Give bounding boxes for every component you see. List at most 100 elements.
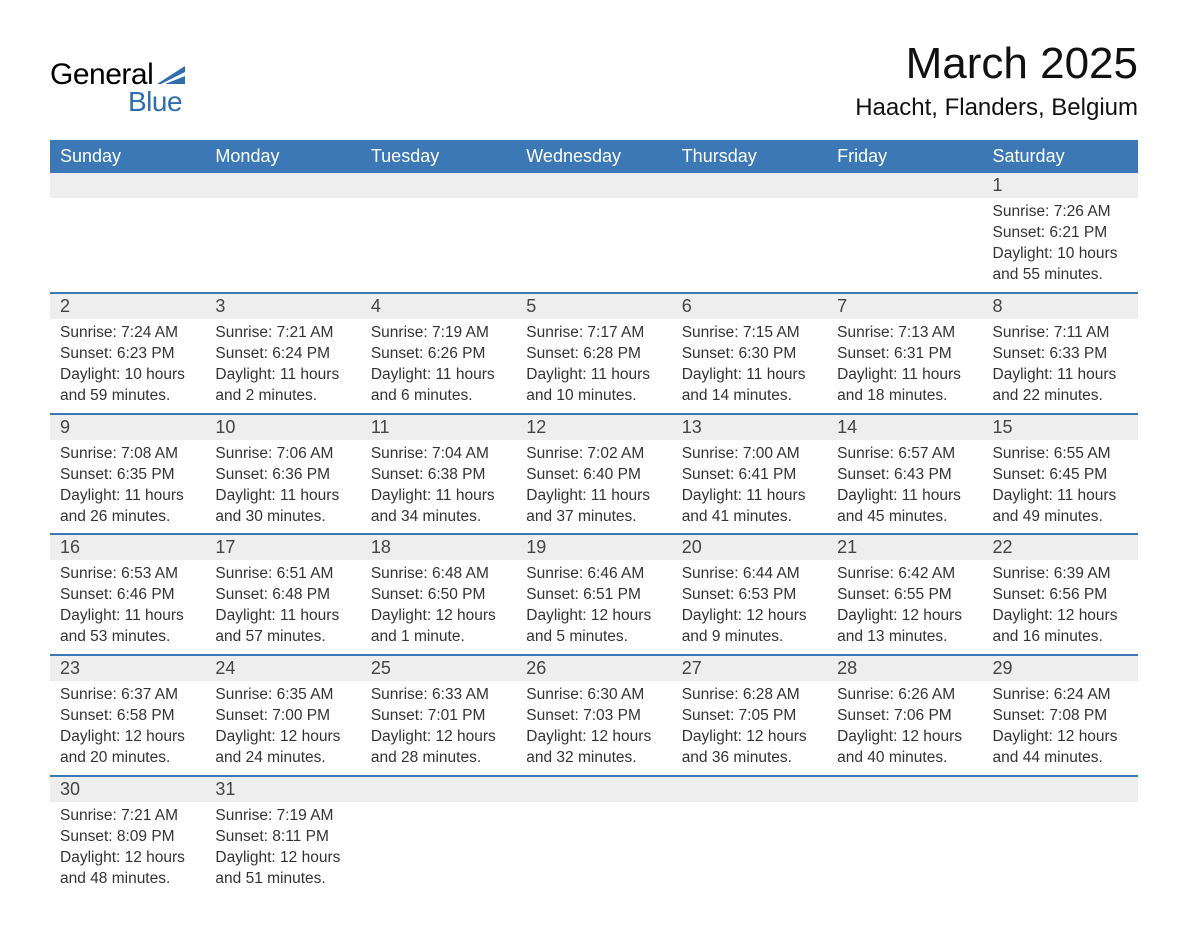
day-detail-cell: Sunrise: 7:02 AMSunset: 6:40 PMDaylight:…: [516, 440, 671, 535]
day-number-cell: 12: [516, 414, 671, 440]
day-detail-cell: [205, 198, 360, 293]
day-detail-cell: Sunrise: 6:57 AMSunset: 6:43 PMDaylight:…: [827, 440, 982, 535]
day-detail-cell: [361, 198, 516, 293]
daylight-line: Daylight: 10 hours and 59 minutes.: [60, 365, 195, 407]
daylight-line: Daylight: 12 hours and 13 minutes.: [837, 606, 972, 648]
daylight-line: Daylight: 12 hours and 51 minutes.: [215, 848, 350, 890]
day-detail-cell: Sunrise: 7:08 AMSunset: 6:35 PMDaylight:…: [50, 440, 205, 535]
sunset-line: Sunset: 6:21 PM: [993, 223, 1128, 244]
day-detail-cell: Sunrise: 7:06 AMSunset: 6:36 PMDaylight:…: [205, 440, 360, 535]
sunset-line: Sunset: 6:35 PM: [60, 465, 195, 486]
sunrise-line: Sunrise: 6:44 AM: [682, 564, 817, 585]
daylight-line: Daylight: 11 hours and 49 minutes.: [993, 486, 1128, 528]
sunrise-line: Sunrise: 7:00 AM: [682, 444, 817, 465]
location: Haacht, Flanders, Belgium: [855, 94, 1138, 122]
day-header: Sunday: [50, 140, 205, 173]
daylight-line: Daylight: 11 hours and 22 minutes.: [993, 365, 1128, 407]
day-detail-cell: [672, 802, 827, 896]
sunset-line: Sunset: 8:11 PM: [215, 827, 350, 848]
day-detail-cell: Sunrise: 7:26 AMSunset: 6:21 PMDaylight:…: [983, 198, 1138, 293]
day-number-cell: 6: [672, 293, 827, 319]
day-number-cell: [50, 173, 205, 198]
day-number-row: 2345678: [50, 293, 1138, 319]
day-detail-cell: Sunrise: 6:30 AMSunset: 7:03 PMDaylight:…: [516, 681, 671, 776]
sunset-line: Sunset: 6:38 PM: [371, 465, 506, 486]
sunrise-line: Sunrise: 7:02 AM: [526, 444, 661, 465]
daylight-line: Daylight: 12 hours and 28 minutes.: [371, 727, 506, 769]
sunset-line: Sunset: 6:30 PM: [682, 344, 817, 365]
day-header: Saturday: [983, 140, 1138, 173]
sunrise-line: Sunrise: 6:28 AM: [682, 685, 817, 706]
day-number-row: 16171819202122: [50, 534, 1138, 560]
daylight-line: Daylight: 12 hours and 9 minutes.: [682, 606, 817, 648]
day-detail-row: Sunrise: 7:08 AMSunset: 6:35 PMDaylight:…: [50, 440, 1138, 535]
day-detail-cell: Sunrise: 7:24 AMSunset: 6:23 PMDaylight:…: [50, 319, 205, 414]
day-number-cell: [516, 776, 671, 802]
day-number-cell: [827, 173, 982, 198]
day-number-row: 23242526272829: [50, 655, 1138, 681]
daylight-line: Daylight: 12 hours and 1 minute.: [371, 606, 506, 648]
day-detail-cell: Sunrise: 6:37 AMSunset: 6:58 PMDaylight:…: [50, 681, 205, 776]
sunrise-line: Sunrise: 7:06 AM: [215, 444, 350, 465]
sunrise-line: Sunrise: 6:39 AM: [993, 564, 1128, 585]
day-number-cell: 7: [827, 293, 982, 319]
day-number-cell: 31: [205, 776, 360, 802]
sunset-line: Sunset: 6:48 PM: [215, 585, 350, 606]
logo: General Blue: [50, 58, 185, 118]
day-number-cell: 11: [361, 414, 516, 440]
sunrise-line: Sunrise: 7:15 AM: [682, 323, 817, 344]
day-detail-cell: [516, 802, 671, 896]
sunrise-line: Sunrise: 6:57 AM: [837, 444, 972, 465]
day-detail-row: Sunrise: 6:37 AMSunset: 6:58 PMDaylight:…: [50, 681, 1138, 776]
day-detail-row: Sunrise: 7:24 AMSunset: 6:23 PMDaylight:…: [50, 319, 1138, 414]
sunset-line: Sunset: 6:51 PM: [526, 585, 661, 606]
sunset-line: Sunset: 6:36 PM: [215, 465, 350, 486]
sunrise-line: Sunrise: 7:19 AM: [215, 806, 350, 827]
day-detail-cell: Sunrise: 7:00 AMSunset: 6:41 PMDaylight:…: [672, 440, 827, 535]
day-number-cell: [672, 776, 827, 802]
sunrise-line: Sunrise: 6:48 AM: [371, 564, 506, 585]
sunset-line: Sunset: 7:00 PM: [215, 706, 350, 727]
sunrise-line: Sunrise: 7:26 AM: [993, 202, 1128, 223]
sunset-line: Sunset: 7:06 PM: [837, 706, 972, 727]
sunset-line: Sunset: 6:31 PM: [837, 344, 972, 365]
day-detail-cell: Sunrise: 6:48 AMSunset: 6:50 PMDaylight:…: [361, 560, 516, 655]
day-number-cell: 4: [361, 293, 516, 319]
sunrise-line: Sunrise: 6:53 AM: [60, 564, 195, 585]
sunset-line: Sunset: 6:46 PM: [60, 585, 195, 606]
sunset-line: Sunset: 7:01 PM: [371, 706, 506, 727]
daylight-line: Daylight: 11 hours and 6 minutes.: [371, 365, 506, 407]
day-detail-cell: [672, 198, 827, 293]
day-number-row: 3031: [50, 776, 1138, 802]
sunrise-line: Sunrise: 6:30 AM: [526, 685, 661, 706]
sunrise-line: Sunrise: 7:17 AM: [526, 323, 661, 344]
sunset-line: Sunset: 6:41 PM: [682, 465, 817, 486]
day-number-cell: 24: [205, 655, 360, 681]
daylight-line: Daylight: 11 hours and 37 minutes.: [526, 486, 661, 528]
day-detail-cell: Sunrise: 6:35 AMSunset: 7:00 PMDaylight:…: [205, 681, 360, 776]
daylight-line: Daylight: 11 hours and 34 minutes.: [371, 486, 506, 528]
sunset-line: Sunset: 7:05 PM: [682, 706, 817, 727]
daylight-line: Daylight: 11 hours and 53 minutes.: [60, 606, 195, 648]
day-number-cell: 15: [983, 414, 1138, 440]
sunset-line: Sunset: 6:45 PM: [993, 465, 1128, 486]
daylight-line: Daylight: 12 hours and 48 minutes.: [60, 848, 195, 890]
daylight-line: Daylight: 12 hours and 44 minutes.: [993, 727, 1128, 769]
sunrise-line: Sunrise: 6:55 AM: [993, 444, 1128, 465]
day-detail-cell: Sunrise: 7:21 AMSunset: 6:24 PMDaylight:…: [205, 319, 360, 414]
day-number-cell: 9: [50, 414, 205, 440]
day-number-cell: 18: [361, 534, 516, 560]
day-detail-cell: [983, 802, 1138, 896]
day-number-cell: 19: [516, 534, 671, 560]
day-detail-cell: Sunrise: 6:55 AMSunset: 6:45 PMDaylight:…: [983, 440, 1138, 535]
day-number-cell: 17: [205, 534, 360, 560]
day-number-cell: 16: [50, 534, 205, 560]
daylight-line: Daylight: 12 hours and 40 minutes.: [837, 727, 972, 769]
day-detail-cell: Sunrise: 6:42 AMSunset: 6:55 PMDaylight:…: [827, 560, 982, 655]
day-detail-cell: [827, 802, 982, 896]
sunset-line: Sunset: 6:53 PM: [682, 585, 817, 606]
sunset-line: Sunset: 6:50 PM: [371, 585, 506, 606]
day-number-cell: 28: [827, 655, 982, 681]
day-number-cell: [672, 173, 827, 198]
day-detail-cell: Sunrise: 7:11 AMSunset: 6:33 PMDaylight:…: [983, 319, 1138, 414]
